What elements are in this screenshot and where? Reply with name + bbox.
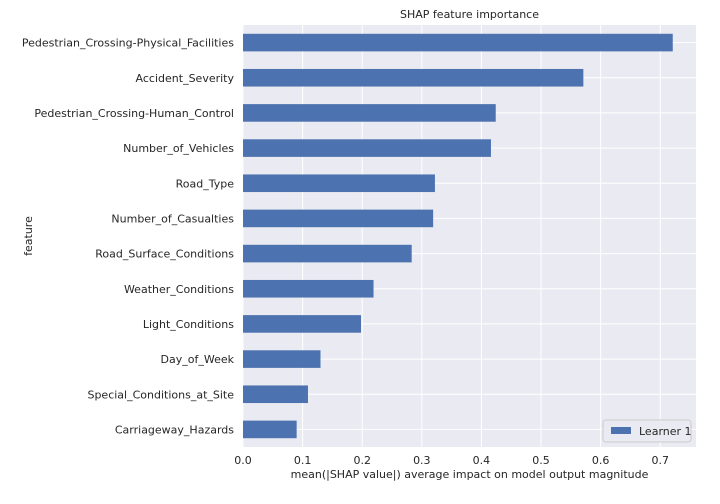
bar-weather-conditions xyxy=(243,279,374,298)
bars xyxy=(243,33,673,439)
bar-pedestrian-crossing-human-control xyxy=(243,104,496,122)
y-tick-label: Accident_Severity xyxy=(136,72,235,85)
x-tick-label: 0.3 xyxy=(413,454,431,467)
bar-accident-severity xyxy=(243,68,584,87)
bar-carriageway-hazards xyxy=(243,420,297,439)
bar-special-conditions-at-site xyxy=(243,385,308,404)
x-tick-label: 0.0 xyxy=(234,454,252,467)
legend-swatch xyxy=(611,427,631,434)
x-tick-labels: 0.0 0.1 0.2 0.3 0.4 0.5 0.6 0.7 xyxy=(234,454,669,467)
chart-title: SHAP feature importance xyxy=(400,8,539,21)
legend-label: Learner 1 xyxy=(639,425,692,438)
plot-area xyxy=(243,25,696,447)
bar-number-of-casualties xyxy=(243,209,434,228)
x-tick-label: 0.5 xyxy=(532,454,550,467)
bar-road-type xyxy=(243,174,435,193)
y-axis-title: feature xyxy=(22,216,35,256)
bar-light-conditions xyxy=(243,315,362,333)
y-tick-labels: Pedestrian_Crossing-Physical_Facilities A… xyxy=(22,37,235,437)
y-tick-label: Road_Type xyxy=(176,177,235,190)
y-tick-label: Light_Conditions xyxy=(143,318,234,331)
y-tick-label: Number_of_Vehicles xyxy=(123,142,234,155)
y-tick-label: Carriageway_Hazards xyxy=(115,423,234,436)
y-tick-label: Weather_Conditions xyxy=(124,283,234,296)
y-tick-label: Pedestrian_Crossing-Physical_Facilities xyxy=(22,37,234,50)
x-tick-label: 0.7 xyxy=(651,454,669,467)
x-tick-label: 0.4 xyxy=(473,454,491,467)
bar-road-surface-conditions xyxy=(243,244,412,263)
y-tick-label: Road_Surface_Conditions xyxy=(95,248,234,261)
y-tick-label: Number_of_Casualties xyxy=(111,212,234,225)
legend-box xyxy=(602,419,692,443)
bar-number-of-vehicles xyxy=(243,139,491,157)
x-tick-label: 0.1 xyxy=(294,454,312,467)
x-axis-title: mean(|SHAP value|) average impact on mod… xyxy=(291,468,649,481)
y-tick-label: Pedestrian_Crossing-Human_Control xyxy=(34,107,234,120)
bar-pedestrian-crossing-physical-facilities xyxy=(243,33,673,52)
y-tick-label: Special_Conditions_at_Site xyxy=(87,388,234,401)
y-tick-label: Day_of_Week xyxy=(161,353,235,366)
bar-day-of-week xyxy=(243,350,321,368)
x-tick-label: 0.6 xyxy=(592,454,610,467)
x-tick-label: 0.2 xyxy=(353,454,371,467)
legend: Learner 1 xyxy=(602,419,692,443)
